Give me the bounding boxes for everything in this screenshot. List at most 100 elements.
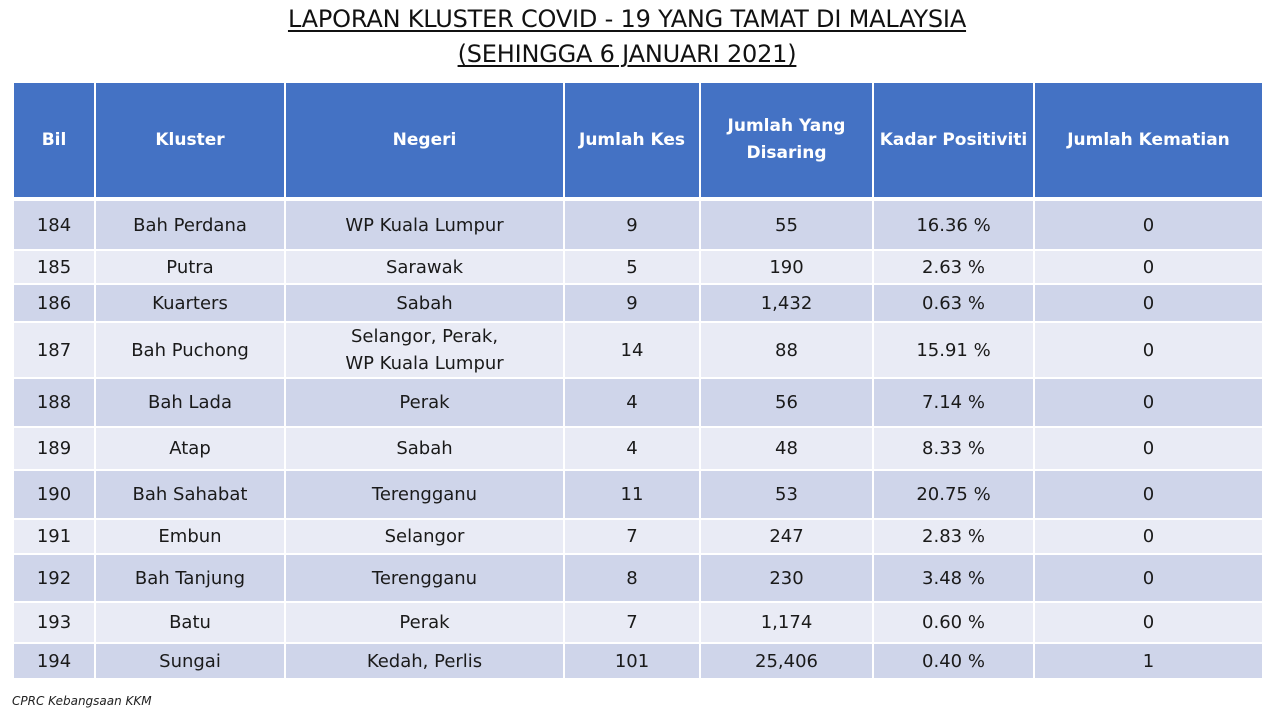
table-row: 188 Bah Lada Perak 4 56 7.14 % 0 xyxy=(14,378,1262,428)
cell-jumlah-disaring: 88 xyxy=(700,322,874,379)
table-row: 189 Atap Sabah 4 48 8.33 % 0 xyxy=(14,427,1262,471)
cell-kadar-positiviti: 7.14 % xyxy=(873,378,1035,428)
cell-bil: 194 xyxy=(14,643,96,680)
cell-negeri: Terengganu xyxy=(285,470,565,520)
cell-jumlah-kematian: 0 xyxy=(1034,199,1262,251)
cell-jumlah-disaring: 1,174 xyxy=(700,602,874,644)
cell-jumlah-kes: 9 xyxy=(564,284,701,323)
table-row: 185 Putra Sarawak 5 190 2.63 % 0 xyxy=(14,250,1262,285)
cell-kluster: Atap xyxy=(95,427,286,471)
cell-bil: 192 xyxy=(14,554,96,603)
table-row: 193 Batu Perak 7 1,174 0.60 % 0 xyxy=(14,602,1262,644)
header-negeri: Negeri xyxy=(285,83,565,201)
cell-jumlah-disaring: 48 xyxy=(700,427,874,471)
cell-jumlah-kes: 7 xyxy=(564,602,701,644)
cell-kluster: Bah Perdana xyxy=(95,199,286,251)
header-jumlah-kes: Jumlah Kes xyxy=(564,83,701,201)
cell-bil: 190 xyxy=(14,470,96,520)
cell-jumlah-kematian: 1 xyxy=(1034,643,1262,680)
cell-kadar-positiviti: 15.91 % xyxy=(873,322,1035,379)
cell-kadar-positiviti: 0.60 % xyxy=(873,602,1035,644)
cell-bil: 187 xyxy=(14,322,96,379)
source-footer: CPRC Kebangsaan KKM xyxy=(12,694,152,708)
cell-jumlah-disaring: 190 xyxy=(700,250,874,285)
table-row: 192 Bah Tanjung Terengganu 8 230 3.48 % … xyxy=(14,554,1262,603)
cell-jumlah-kes: 8 xyxy=(564,554,701,603)
table-row: 194 Sungai Kedah, Perlis 101 25,406 0.40… xyxy=(14,643,1262,680)
table-row: 191 Embun Selangor 7 247 2.83 % 0 xyxy=(14,519,1262,555)
cell-kluster: Batu xyxy=(95,602,286,644)
cell-negeri: Selangor, Perak, WP Kuala Lumpur xyxy=(285,322,565,379)
cell-jumlah-kes: 11 xyxy=(564,470,701,520)
report-title: LAPORAN KLUSTER COVID - 19 YANG TAMAT DI… xyxy=(0,2,1254,72)
cell-jumlah-kes: 4 xyxy=(564,378,701,428)
cell-bil: 189 xyxy=(14,427,96,471)
cell-kluster: Bah Lada xyxy=(95,378,286,428)
cell-jumlah-kematian: 0 xyxy=(1034,554,1262,603)
header-jumlah-disaring: Jumlah Yang Disaring xyxy=(700,83,874,201)
cell-kluster: Bah Puchong xyxy=(95,322,286,379)
cluster-table: Bil Kluster Negeri Jumlah Kes Jumlah Yan… xyxy=(14,83,1262,680)
cell-jumlah-disaring: 247 xyxy=(700,519,874,555)
header-kluster: Kluster xyxy=(95,83,286,201)
cell-negeri: Sarawak xyxy=(285,250,565,285)
cell-bil: 193 xyxy=(14,602,96,644)
cell-bil: 185 xyxy=(14,250,96,285)
cell-jumlah-kematian: 0 xyxy=(1034,250,1262,285)
header-kadar-positiviti: Kadar Positiviti xyxy=(873,83,1035,201)
cell-jumlah-disaring: 55 xyxy=(700,199,874,251)
table-row: 187 Bah Puchong Selangor, Perak, WP Kual… xyxy=(14,322,1262,379)
cell-jumlah-kematian: 0 xyxy=(1034,378,1262,428)
cell-jumlah-kes: 101 xyxy=(564,643,701,680)
cell-kadar-positiviti: 8.33 % xyxy=(873,427,1035,471)
cell-jumlah-kematian: 0 xyxy=(1034,470,1262,520)
cell-kadar-positiviti: 16.36 % xyxy=(873,199,1035,251)
cell-kluster: Putra xyxy=(95,250,286,285)
cell-jumlah-kes: 14 xyxy=(564,322,701,379)
cell-jumlah-disaring: 56 xyxy=(700,378,874,428)
cell-bil: 188 xyxy=(14,378,96,428)
cell-kadar-positiviti: 3.48 % xyxy=(873,554,1035,603)
cell-jumlah-disaring: 53 xyxy=(700,470,874,520)
cell-jumlah-kes: 7 xyxy=(564,519,701,555)
cell-jumlah-kematian: 0 xyxy=(1034,322,1262,379)
cell-kadar-positiviti: 2.63 % xyxy=(873,250,1035,285)
table-row: 190 Bah Sahabat Terengganu 11 53 20.75 %… xyxy=(14,470,1262,520)
cell-jumlah-kematian: 0 xyxy=(1034,427,1262,471)
cell-bil: 186 xyxy=(14,284,96,323)
cell-negeri: Terengganu xyxy=(285,554,565,603)
cell-kadar-positiviti: 2.83 % xyxy=(873,519,1035,555)
title-line-2: (SEHINGGA 6 JANUARI 2021) xyxy=(457,40,797,68)
cell-negeri: Perak xyxy=(285,602,565,644)
cell-negeri: Sabah xyxy=(285,427,565,471)
cell-bil: 184 xyxy=(14,199,96,251)
cell-jumlah-kes: 4 xyxy=(564,427,701,471)
table-row: 184 Bah Perdana WP Kuala Lumpur 9 55 16.… xyxy=(14,199,1262,251)
cell-kadar-positiviti: 0.40 % xyxy=(873,643,1035,680)
header-jumlah-kematian: Jumlah Kematian xyxy=(1034,83,1262,201)
cell-negeri: Perak xyxy=(285,378,565,428)
cell-negeri: Selangor xyxy=(285,519,565,555)
cell-kadar-positiviti: 0.63 % xyxy=(873,284,1035,323)
cell-jumlah-kes: 5 xyxy=(564,250,701,285)
cell-jumlah-disaring: 1,432 xyxy=(700,284,874,323)
cell-jumlah-kematian: 0 xyxy=(1034,284,1262,323)
title-line-1: LAPORAN KLUSTER COVID - 19 YANG TAMAT DI… xyxy=(287,5,967,33)
cell-jumlah-kematian: 0 xyxy=(1034,519,1262,555)
cell-negeri: Kedah, Perlis xyxy=(285,643,565,680)
table-row: 186 Kuarters Sabah 9 1,432 0.63 % 0 xyxy=(14,284,1262,323)
cell-bil: 191 xyxy=(14,519,96,555)
cell-jumlah-kes: 9 xyxy=(564,199,701,251)
cell-negeri: Sabah xyxy=(285,284,565,323)
cell-kluster: Sungai xyxy=(95,643,286,680)
cell-negeri: WP Kuala Lumpur xyxy=(285,199,565,251)
header-bil: Bil xyxy=(14,83,96,201)
cell-kluster: Bah Tanjung xyxy=(95,554,286,603)
cell-jumlah-disaring: 25,406 xyxy=(700,643,874,680)
table-header-row: Bil Kluster Negeri Jumlah Kes Jumlah Yan… xyxy=(14,83,1262,201)
cell-kluster: Bah Sahabat xyxy=(95,470,286,520)
cell-kluster: Embun xyxy=(95,519,286,555)
cell-kadar-positiviti: 20.75 % xyxy=(873,470,1035,520)
cell-kluster: Kuarters xyxy=(95,284,286,323)
cell-jumlah-kematian: 0 xyxy=(1034,602,1262,644)
